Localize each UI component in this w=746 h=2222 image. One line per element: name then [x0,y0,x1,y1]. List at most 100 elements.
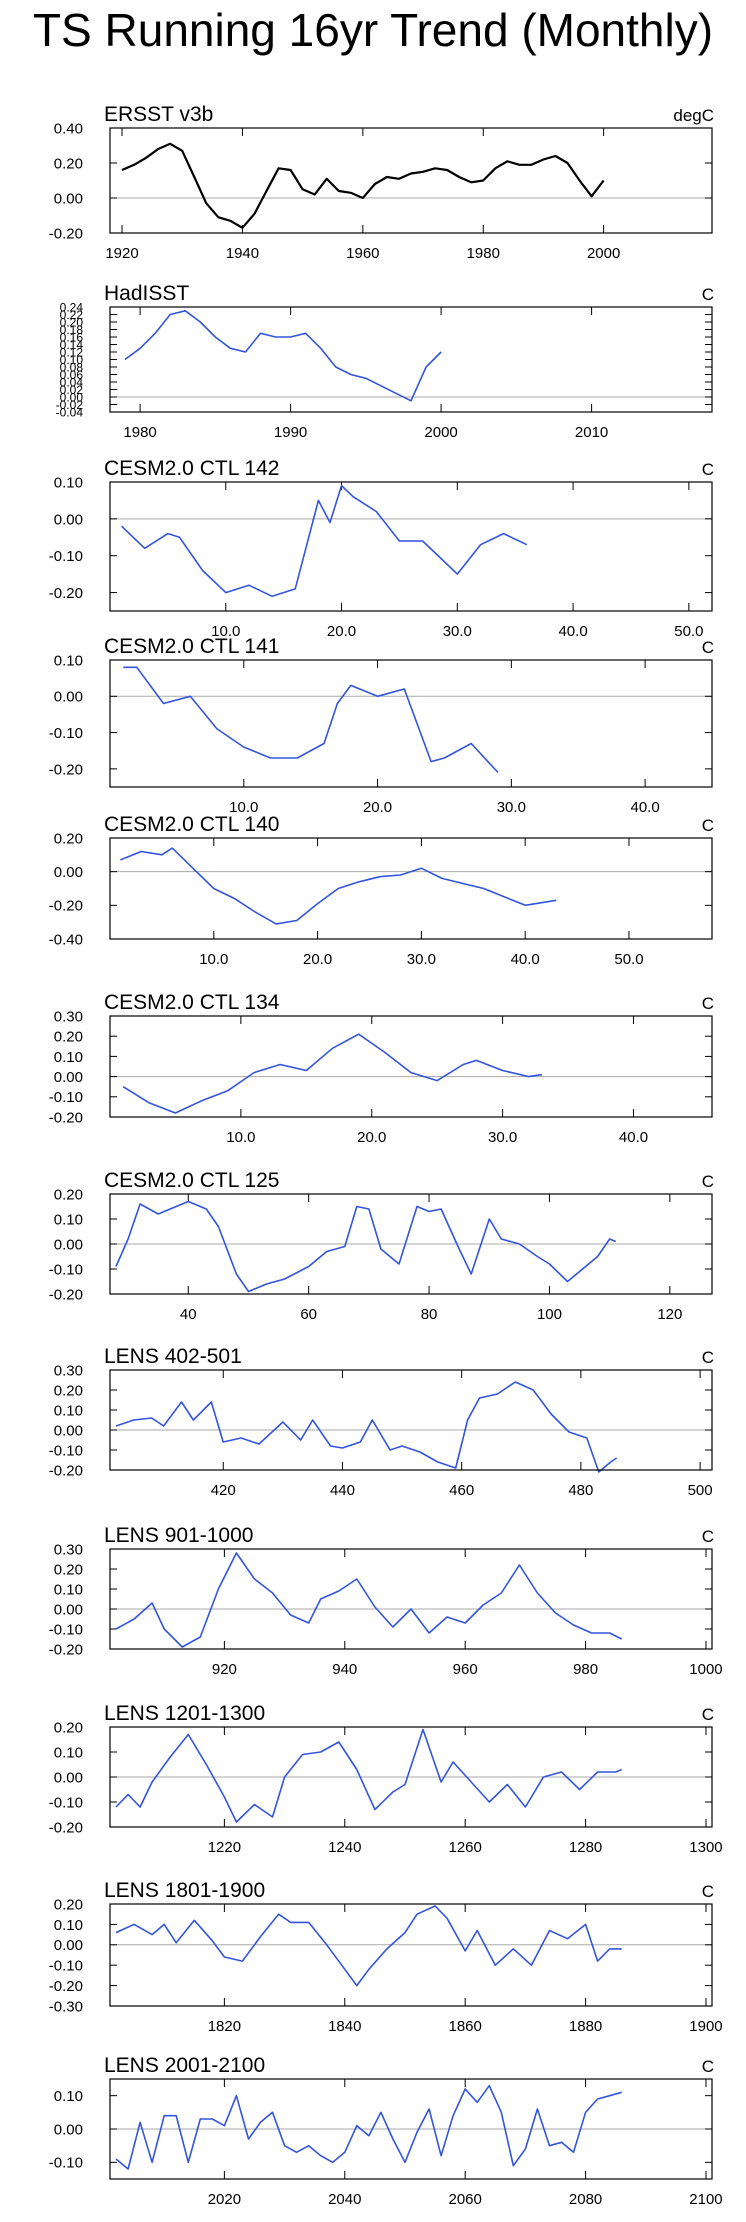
panel-title: LENS 1201-1300 [104,1702,265,1725]
y-tick-label: -0.10 [49,1089,83,1106]
y-tick-label: 0.00 [54,1769,83,1786]
x-tick-label: 440 [330,1482,355,1499]
panel-title: LENS 901-1000 [104,1524,253,1547]
x-tick-label: 1260 [448,1839,481,1856]
x-tick-label: 2020 [208,2191,241,2208]
plot-frame [109,2078,713,2180]
y-tick-label: 0.10 [54,652,83,669]
x-tick-label: 50.0 [674,623,703,640]
x-tick-label: 40.0 [511,951,540,968]
x-tick-label: 20.0 [363,799,392,816]
y-tick-label: 0.20 [54,830,83,847]
series-line [124,309,442,402]
plot-frame [109,1015,713,1118]
y-tick-label: 0.10 [54,1917,83,1934]
y-tick-label: -0.20 [49,1109,83,1126]
x-tick-label: 20.0 [357,1129,386,1146]
x-tick-label: 1940 [226,245,259,262]
y-tick-label: -0.20 [49,761,83,778]
x-tick-label: 2060 [448,2191,481,2208]
x-tick-label: 30.0 [407,951,436,968]
y-tick-label: 0.00 [54,190,83,207]
x-tick-label: 40.0 [631,799,660,816]
panel-units: C [702,816,714,835]
chart-panel: LENS 1801-1900 C -0.30 -0.20 -0.10 0.00 0.10 0.… [49,1879,723,2035]
x-tick-label: 1000 [689,1661,722,1678]
panel-units: C [702,1527,714,1546]
plot-frame [109,127,713,234]
x-tick-label: 2100 [689,2191,722,2208]
y-tick-label: 0.20 [54,1029,83,1046]
x-tick-label: 420 [211,1482,236,1499]
chart-panel: CESM2.0 CTL 140 C -0.40 -0.20 0.00 0.20 10.0 20… [49,813,714,968]
panel-units: C [702,460,714,479]
y-tick-label: 0.14 [60,338,84,352]
y-tick-label: 0.02 [60,383,84,397]
plot-frame [109,837,713,940]
x-tick-label: 20.0 [303,951,332,968]
x-tick-label: 1990 [274,424,307,441]
chart-panel: LENS 402-501 C -0.20 -0.10 0.00 0.10 0.20 0.30 4… [49,1345,714,1499]
y-tick-label: 0.00 [54,1236,83,1253]
panel-title: LENS 402-501 [104,1345,242,1368]
x-tick-label: 480 [568,1482,593,1499]
x-tick-label: 980 [573,1661,598,1678]
series-line [115,1905,622,1987]
x-tick-label: 10.0 [211,623,240,640]
y-tick-label: -0.20 [49,1978,83,1995]
x-tick-label: 1820 [208,2018,241,2035]
x-tick-label: 30.0 [497,799,526,816]
y-tick-label: 0.00 [54,1069,83,1086]
panel-units: C [702,1348,714,1367]
y-tick-label: -0.20 [49,585,83,602]
y-tick-label: 0.00 [54,1422,83,1439]
y-tick-label: 0.08 [60,360,84,374]
y-tick-label: -0.20 [49,225,83,242]
y-tick-label: 0.00 [54,511,83,528]
y-tick-label: -0.10 [49,725,83,742]
x-tick-label: 2000 [587,245,620,262]
panel-title: CESM2.0 CTL 125 [104,1169,279,1192]
x-tick-label: 10.0 [229,799,258,816]
x-tick-label: 80 [421,1306,438,1323]
x-tick-label: 60 [300,1306,317,1323]
x-tick-label: 50.0 [614,951,643,968]
chart-panel: LENS 2001-2100 C -0.10 0.00 0.10 2020 2040 2060… [49,2054,723,2208]
panel-units: C [702,638,714,657]
y-tick-label: 0.10 [54,1211,83,1228]
plot-frame [109,306,713,413]
plot-frame [109,1903,713,2007]
y-tick-label: 0.10 [54,2088,83,2105]
x-tick-label: 500 [688,1482,713,1499]
chart-panel: HadISST C-0.04-0.020.000.020.040.060.080.… [56,282,714,441]
x-tick-label: 1960 [346,245,379,262]
y-tick-label: -0.20 [49,1286,83,1303]
y-tick-label: -0.10 [49,1621,83,1638]
y-tick-label: -0.10 [49,2155,83,2172]
y-tick-label: -0.20 [49,898,83,915]
y-tick-label: 0.20 [54,1896,83,1913]
panel-title: CESM2.0 CTL 134 [104,991,280,1014]
y-tick-label: 0.16 [60,330,84,344]
panel-units: C [702,1705,714,1724]
panel-title: CESM2.0 CTL 140 [104,813,279,836]
x-tick-label: 1860 [448,2018,481,2035]
page-title: TS Running 16yr Trend (Monthly) [32,4,714,56]
y-tick-label: 0.18 [60,323,84,337]
x-tick-label: 460 [449,1482,474,1499]
panel-units: C [702,1882,714,1901]
series-line [115,1381,618,1473]
x-tick-label: 120 [657,1306,682,1323]
panel-units: C [702,2057,714,2076]
chart-panel: CESM2.0 CTL 142 C -0.20 -0.10 0.00 0.10 10.0 20… [49,457,714,640]
x-tick-label: 1280 [569,1839,602,1856]
panel-title: LENS 2001-2100 [104,2054,265,2077]
series-line [123,666,499,774]
y-tick-label: 0.10 [54,1744,83,1761]
plot-frame [109,1548,713,1650]
y-tick-label: 0.10 [54,1049,83,1066]
series-line [115,2084,622,2170]
y-tick-label: -0.04 [56,405,84,419]
x-tick-label: 1920 [105,245,138,262]
